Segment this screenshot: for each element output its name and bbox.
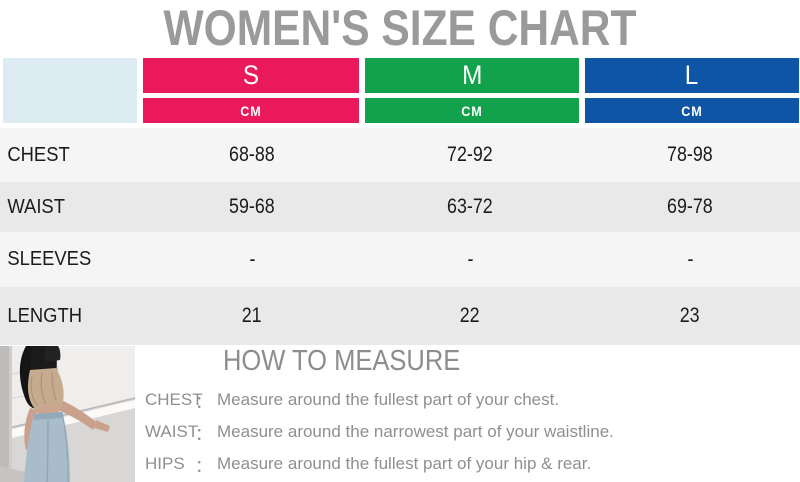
measure-text: Measure around the fullest part of your …	[217, 390, 560, 409]
unit-label: CM	[681, 102, 703, 119]
unit-header-s: CM	[143, 98, 359, 123]
page-title: WOMEN'S SIZE CHART	[163, 0, 637, 56]
measure-text: Measure around the fullest part of your …	[217, 454, 592, 473]
size-header-s: S	[143, 58, 359, 93]
unit-header-m: CM	[365, 98, 579, 123]
size-label-s: S	[242, 60, 260, 90]
row-label: SLEEVES	[7, 248, 92, 270]
cell-waist-m: 63-72	[447, 195, 493, 218]
row-label: WAIST	[7, 195, 65, 218]
size-header-row: S M L CM CM CM	[3, 58, 799, 123]
cell-chest-s: 68-88	[229, 143, 275, 166]
size-header-l: L	[585, 58, 799, 93]
row-label: CHEST	[7, 143, 70, 166]
measure-instructions: HOW TO MEASURE CHEST： Measure around the …	[145, 345, 785, 480]
table-row-chest: CHEST 68-88 72-92 78-98	[0, 128, 800, 182]
measure-label: CHEST	[145, 390, 203, 409]
measure-colon: ：	[195, 424, 212, 444]
cell-length-s: 21	[242, 304, 262, 327]
corner-cell	[3, 58, 137, 123]
cell-sleeves-s: -	[249, 247, 255, 271]
size-table-body: CHEST 68-88 72-92 78-98 WAIST 59-68 63-7…	[0, 128, 800, 345]
measure-item-waist: WAIST： Measure around the narrowest part …	[145, 416, 785, 448]
measure-item-hips: HIPS ： Measure around the fullest part of …	[145, 448, 785, 480]
cell-sleeves-l: -	[687, 247, 693, 271]
size-label-l: L	[685, 60, 699, 90]
measure-label: HIPS	[145, 454, 185, 473]
cell-chest-m: 72-92	[447, 143, 493, 166]
unit-label: CM	[240, 102, 262, 119]
cell-length-l: 23	[680, 304, 700, 327]
cell-sleeves-m: -	[467, 247, 473, 271]
measure-heading: HOW TO MEASURE	[223, 345, 461, 377]
cell-waist-s: 59-68	[229, 195, 275, 218]
cell-waist-l: 69-78	[667, 195, 713, 218]
measure-colon: ：	[195, 456, 212, 476]
cell-chest-l: 78-98	[667, 143, 713, 166]
measure-text: Measure around the narrowest part of you…	[217, 422, 614, 441]
size-label-m: M	[461, 60, 483, 90]
unit-label: CM	[461, 102, 483, 119]
size-header-m: M	[365, 58, 579, 93]
table-row-sleeves: SLEEVES - - -	[0, 232, 800, 287]
table-row-length: LENGTH 21 22 23	[0, 287, 800, 345]
measure-label: WAIST	[145, 422, 199, 441]
measure-item-chest: CHEST： Measure around the fullest part of…	[145, 384, 785, 416]
table-row-waist: WAIST 59-68 63-72 69-78	[0, 182, 800, 232]
unit-header-l: CM	[585, 98, 799, 123]
measure-colon: ：	[195, 392, 212, 412]
measure-list: CHEST： Measure around the fullest part of…	[145, 384, 785, 480]
how-to-measure-section: HOW TO MEASURE CHEST： Measure around the …	[0, 345, 800, 482]
row-label: LENGTH	[7, 304, 82, 327]
model-photo	[0, 346, 135, 482]
cell-length-m: 22	[460, 304, 480, 327]
